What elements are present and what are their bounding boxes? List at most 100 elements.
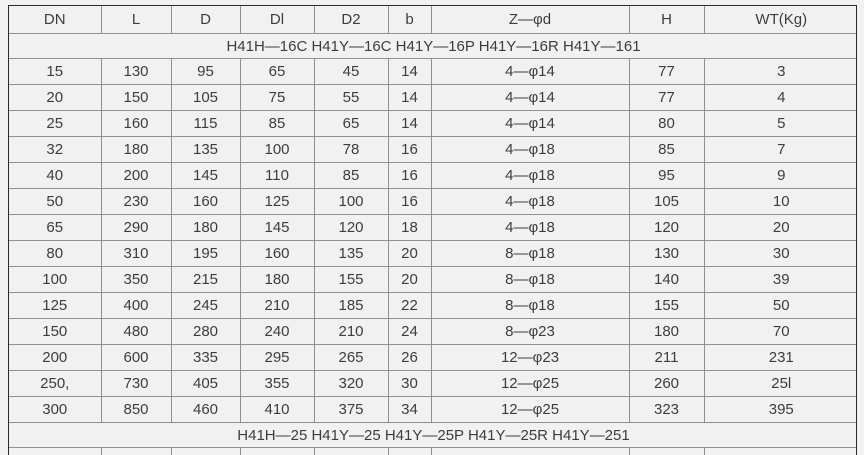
column-header-z-phi-d: Z—φd: [431, 6, 630, 34]
cell-d: 105: [171, 84, 241, 111]
cell-d: 215: [171, 266, 241, 293]
cell-dn: 300: [9, 396, 102, 423]
cell-l: 850: [101, 396, 172, 423]
cell-z-phi-d: 4—φ18: [431, 188, 630, 215]
cell-z-phi-d: 4—φ18: [431, 136, 630, 163]
cell-d2: 185: [314, 292, 389, 319]
cell-wt-kg: 39: [704, 266, 856, 293]
cell-h: 120: [629, 214, 705, 241]
column-header-d: D: [171, 6, 241, 34]
cell-wt-kg: 30: [704, 240, 856, 267]
cell-l: 130: [101, 58, 172, 85]
cell-d2: 100: [314, 188, 389, 215]
cell-b: 34: [388, 396, 432, 423]
cell-dl: 65: [240, 58, 315, 85]
cell-b: 16: [388, 162, 432, 189]
cell-l: 230: [101, 188, 172, 215]
empty-cell: [629, 447, 705, 455]
cell-d2: 65: [314, 110, 389, 137]
cell-dl: 180: [240, 266, 315, 293]
column-header-d2: D2: [314, 6, 389, 34]
cell-dn: 80: [9, 240, 102, 267]
cell-wt-kg: 4: [704, 84, 856, 111]
cell-dn: 15: [9, 58, 102, 85]
cell-z-phi-d: 8—φ18: [431, 240, 630, 267]
cell-z-phi-d: 4—φ14: [431, 84, 630, 111]
cell-d2: 265: [314, 344, 389, 371]
table-row: 200 600 335 295 265 26 12—φ23 211 231: [9, 344, 856, 371]
cell-z-phi-d: 4—φ14: [431, 58, 630, 85]
cell-wt-kg: 395: [704, 396, 856, 423]
table-row: 125 400 245 210 185 22 8—φ18 155 50: [9, 292, 856, 319]
cell-dl: 160: [240, 240, 315, 267]
cell-dn: 250,: [9, 370, 102, 397]
cell-dl: 75: [240, 84, 315, 111]
partial-bottom-row: [9, 447, 856, 455]
cell-b: 30: [388, 370, 432, 397]
cell-d: 280: [171, 318, 241, 345]
cell-z-phi-d: 12—φ23: [431, 344, 630, 371]
cell-h: 80: [629, 110, 705, 137]
cell-b: 16: [388, 188, 432, 215]
cell-l: 400: [101, 292, 172, 319]
cell-wt-kg: 10: [704, 188, 856, 215]
cell-wt-kg: 3: [704, 58, 856, 85]
empty-cell: [101, 447, 172, 455]
table-row: 65 290 180 145 120 18 4—φ18 120 20: [9, 214, 856, 241]
cell-d: 335: [171, 344, 241, 371]
cell-z-phi-d: 4—φ18: [431, 214, 630, 241]
cell-wt-kg: 231: [704, 344, 856, 371]
cell-d: 195: [171, 240, 241, 267]
cell-d2: 55: [314, 84, 389, 111]
cell-dl: 355: [240, 370, 315, 397]
cell-h: 155: [629, 292, 705, 319]
cell-d: 405: [171, 370, 241, 397]
cell-z-phi-d: 4—φ14: [431, 110, 630, 137]
cell-l: 150: [101, 84, 172, 111]
cell-z-phi-d: 8—φ18: [431, 266, 630, 293]
cell-dn: 32: [9, 136, 102, 163]
cell-h: 130: [629, 240, 705, 267]
cell-d: 460: [171, 396, 241, 423]
cell-d: 95: [171, 58, 241, 85]
cell-dn: 200: [9, 344, 102, 371]
cell-l: 730: [101, 370, 172, 397]
cell-h: 77: [629, 84, 705, 111]
cell-d2: 78: [314, 136, 389, 163]
cell-dl: 410: [240, 396, 315, 423]
table-row: 50 230 160 125 100 16 4—φ18 105 10: [9, 188, 856, 215]
table-row: 250, 730 405 355 320 30 12—φ25 260 25l: [9, 370, 856, 397]
cell-d: 115: [171, 110, 241, 137]
cell-dn: 25: [9, 110, 102, 137]
column-header-dn: DN: [9, 6, 102, 34]
cell-b: 14: [388, 84, 432, 111]
cell-b: 18: [388, 214, 432, 241]
cell-wt-kg: 25l: [704, 370, 856, 397]
cell-z-phi-d: 8—φ23: [431, 318, 630, 345]
cell-h: 211: [629, 344, 705, 371]
cell-dl: 100: [240, 136, 315, 163]
cell-l: 160: [101, 110, 172, 137]
cell-d: 245: [171, 292, 241, 319]
cell-b: 24: [388, 318, 432, 345]
table-row: 80 310 195 160 135 20 8—φ18 130 30: [9, 240, 856, 267]
cell-dn: 20: [9, 84, 102, 111]
cell-dl: 240: [240, 318, 315, 345]
cell-wt-kg: 9: [704, 162, 856, 189]
cell-z-phi-d: 12—φ25: [431, 370, 630, 397]
cell-l: 600: [101, 344, 172, 371]
cell-d2: 155: [314, 266, 389, 293]
cell-dl: 110: [240, 162, 315, 189]
model-group-title-1: H41H—16C H41Y—16C H41Y—16P H41Y—16R H41Y…: [9, 33, 856, 59]
column-header-wt-kg: WT(Kg): [704, 6, 856, 34]
cell-z-phi-d: 12—φ25: [431, 396, 630, 423]
column-header-l: L: [101, 6, 172, 34]
cell-h: 180: [629, 318, 705, 345]
column-header-b: b: [388, 6, 432, 34]
empty-cell: [9, 447, 102, 455]
cell-h: 140: [629, 266, 705, 293]
cell-dn: 150: [9, 318, 102, 345]
empty-cell: [314, 447, 389, 455]
table-row: 25 160 115 85 65 14 4—φ14 80 5: [9, 110, 856, 137]
table-row: 300 850 460 410 375 34 12—φ25 323 395: [9, 396, 856, 423]
